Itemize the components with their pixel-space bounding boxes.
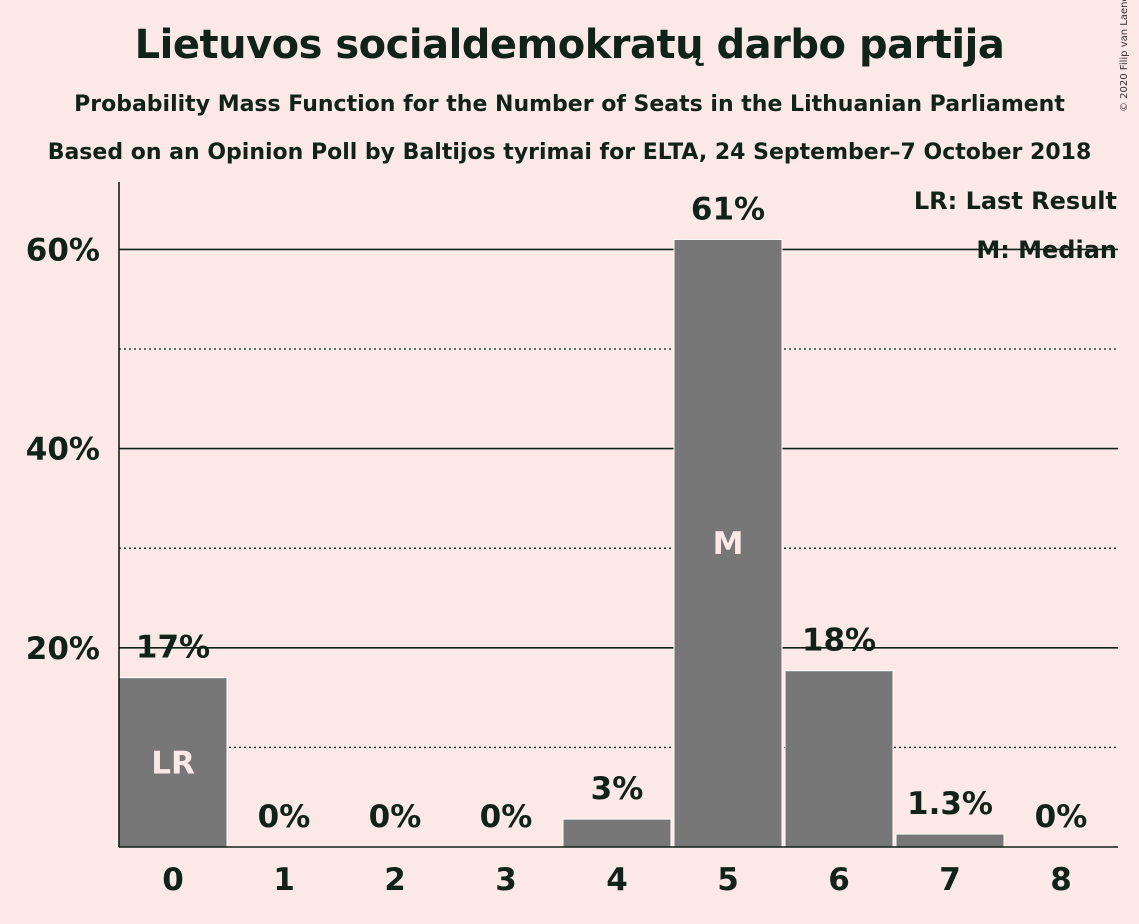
- legend-median: M: Median: [976, 236, 1117, 264]
- bar-value-label: 17%: [136, 630, 210, 666]
- bar-value-label: 0%: [1035, 799, 1088, 835]
- x-tick-label: 3: [495, 862, 517, 898]
- x-tick-label: 1: [273, 862, 295, 898]
- y-tick-label: 40%: [26, 432, 100, 468]
- x-tick-label: 6: [828, 862, 850, 898]
- x-tick-label: 5: [717, 862, 739, 898]
- bar: [784, 670, 894, 848]
- bar: [118, 677, 228, 848]
- chart-subtitle: Probability Mass Function for the Number…: [74, 92, 1065, 117]
- bar: [562, 818, 672, 848]
- x-tick-label: 7: [939, 862, 961, 898]
- x-tick-label: 4: [606, 862, 628, 898]
- y-tick-label: 20%: [26, 631, 100, 667]
- chart-title: Lietuvos socialdemokratų darbo partija: [134, 22, 1005, 68]
- bar: [673, 238, 783, 848]
- x-tick-label: 8: [1050, 862, 1072, 898]
- x-tick-label: 0: [162, 862, 184, 898]
- x-tick-label: 2: [384, 862, 406, 898]
- legend-last-result: LR: Last Result: [914, 187, 1117, 215]
- bar-value-label: 18%: [802, 623, 876, 659]
- bar-value-label: 0%: [369, 799, 422, 835]
- bar-value-label: 3%: [591, 771, 644, 807]
- chart-source-line: Based on an Opinion Poll by Baltijos tyr…: [47, 140, 1092, 165]
- bar-marker-m: M: [713, 526, 744, 562]
- bar-value-label: 0%: [258, 799, 311, 835]
- bar: [895, 833, 1005, 848]
- y-tick-label: 60%: [26, 232, 100, 268]
- bar-value-label: 0%: [480, 799, 533, 835]
- bar-value-label: 61%: [691, 191, 765, 227]
- bar-marker-lr: LR: [151, 745, 195, 781]
- bar-value-label: 1.3%: [907, 786, 993, 822]
